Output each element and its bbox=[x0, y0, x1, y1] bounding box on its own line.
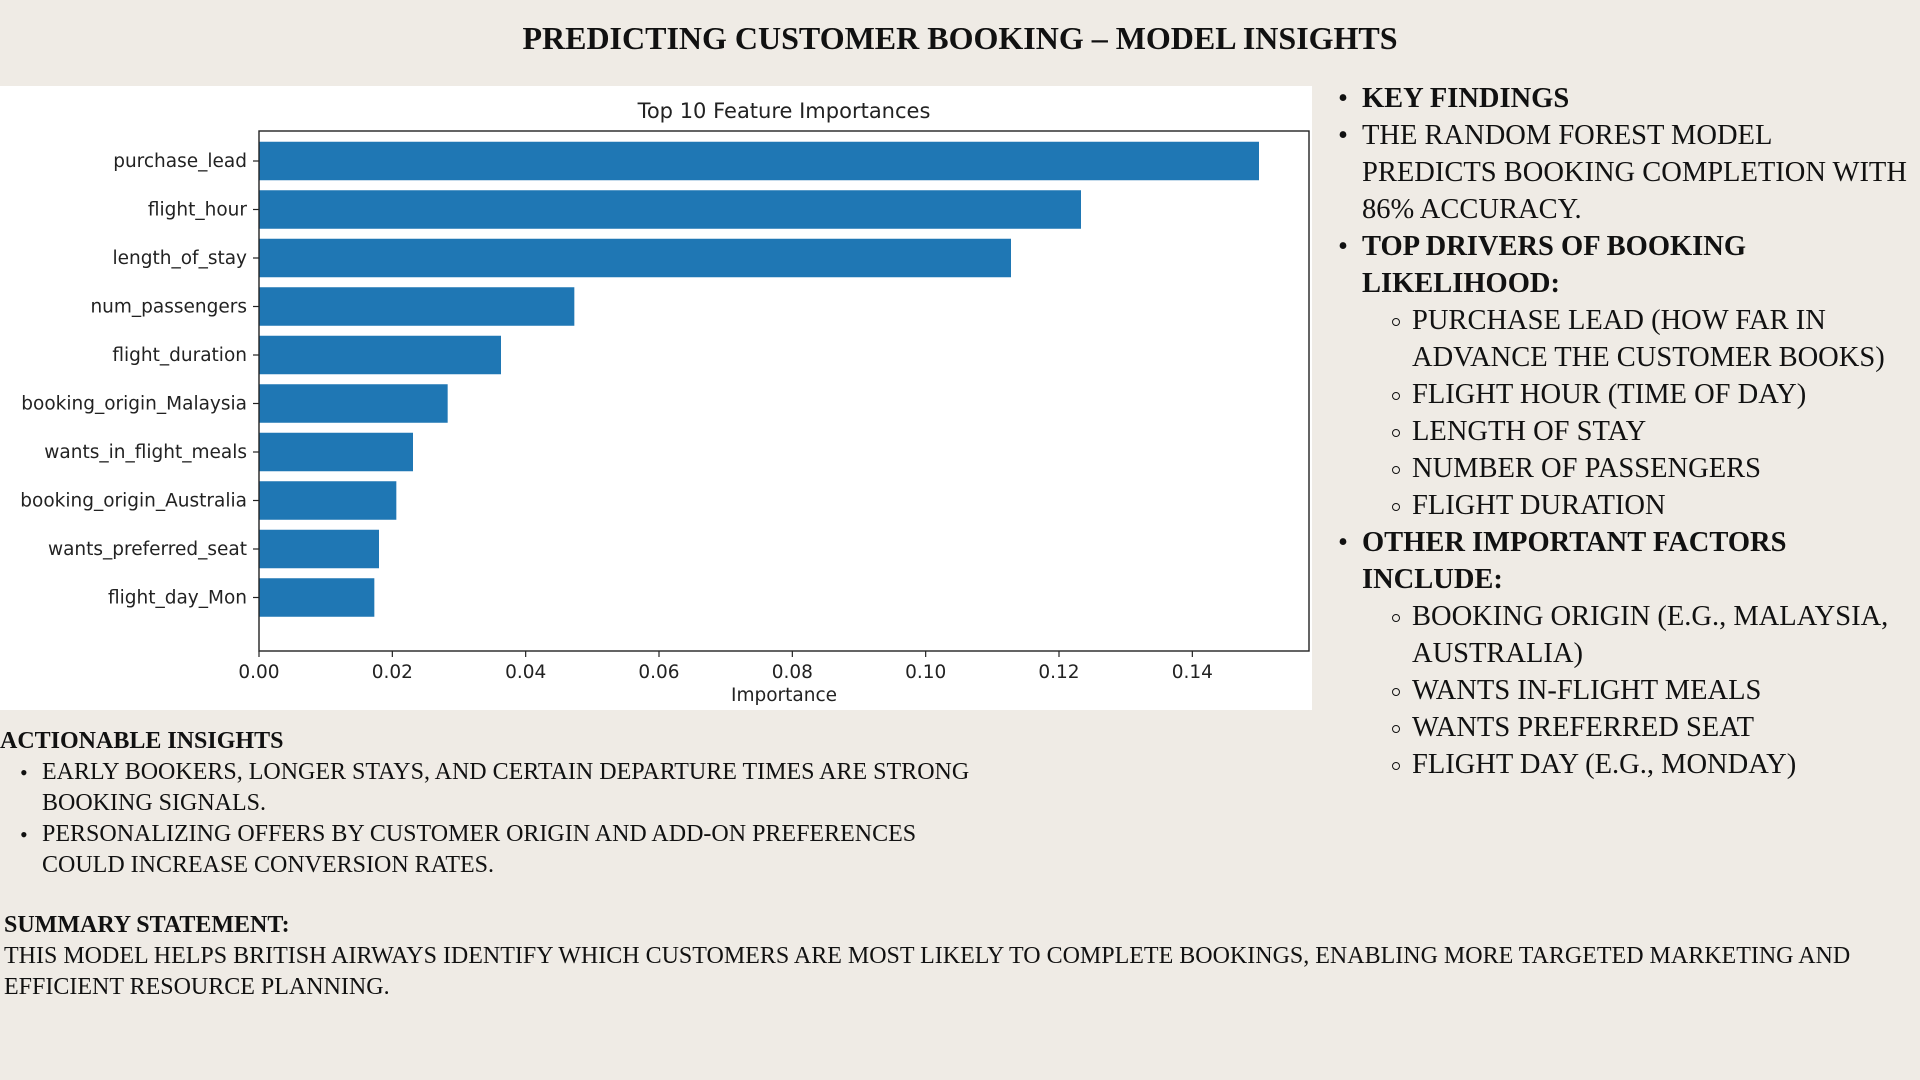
y-tick-label: wants_in_flight_meals bbox=[44, 442, 247, 463]
x-tick-label: 0.04 bbox=[505, 662, 546, 683]
x-tick-label: 0.10 bbox=[905, 662, 946, 683]
y-tick-label: flight_duration bbox=[112, 345, 247, 366]
actionable-insight-item: EARLY BOOKERS, LONGER STAYS, AND CERTAIN… bbox=[0, 757, 1000, 819]
key-finding-item: THE RANDOM FOREST MODEL PREDICTS BOOKING… bbox=[1330, 117, 1910, 228]
feature-importance-chart: Top 10 Feature Importances purchase_lead… bbox=[0, 86, 1312, 710]
key-finding-subitem: BOOKING ORIGIN (E.G., MALAYSIA, AUSTRALI… bbox=[1330, 598, 1910, 672]
x-tick-label: 0.00 bbox=[238, 662, 279, 683]
actionable-insight-item: PERSONALIZING OFFERS BY CUSTOMER ORIGIN … bbox=[0, 819, 1000, 881]
y-tick-label: purchase_lead bbox=[113, 151, 247, 172]
plot-frame bbox=[258, 130, 1310, 652]
bar-flight-day-mon bbox=[259, 578, 375, 617]
key-finding-subitem: PURCHASE LEAD (HOW FAR IN ADVANCE THE CU… bbox=[1330, 302, 1910, 376]
y-tick-label: booking_origin_Malaysia bbox=[21, 394, 247, 415]
key-finding-subitem: LENGTH OF STAY bbox=[1330, 413, 1910, 450]
bar-wants-preferred-seat bbox=[259, 529, 379, 569]
x-tick-label: 0.06 bbox=[638, 662, 679, 683]
bar-flight-hour bbox=[259, 190, 1081, 229]
actionable-insights-heading: ACTIONABLE INSIGHTS bbox=[0, 728, 284, 754]
actionable-insights: ACTIONABLE INSIGHTS EARLY BOOKERS, LONGE… bbox=[0, 726, 1000, 881]
key-findings-panel: KEY FINDINGS THE RANDOM FOREST MODEL PRED… bbox=[1330, 80, 1910, 783]
key-finding-text: TOP DRIVERS OF BOOKING LIKELIHOOD: bbox=[1362, 231, 1747, 299]
bar-booking-origin-malaysia bbox=[259, 384, 448, 423]
actionable-insights-list: EARLY BOOKERS, LONGER STAYS, AND CERTAIN… bbox=[0, 757, 1000, 881]
x-tick-label: 0.12 bbox=[1038, 662, 1079, 683]
key-finding-item: OTHER IMPORTANT FACTORS INCLUDE:BOOKING … bbox=[1330, 524, 1910, 783]
key-findings-list: KEY FINDINGS THE RANDOM FOREST MODEL PRED… bbox=[1330, 80, 1910, 783]
chart-svg: Top 10 Feature Importances purchase_lead… bbox=[20, 99, 1310, 706]
key-finding-text: THE RANDOM FOREST MODEL PREDICTS BOOKING… bbox=[1362, 120, 1907, 225]
key-finding-sublist: PURCHASE LEAD (HOW FAR IN ADVANCE THE CU… bbox=[1362, 302, 1910, 524]
bar-purchase-lead bbox=[259, 141, 1259, 181]
slide-title: PREDICTING CUSTOMER BOOKING – MODEL INSI… bbox=[522, 20, 1398, 56]
bar-num-passengers bbox=[259, 287, 575, 326]
summary-text: THIS MODEL HELPS BRITISH AIRWAYS IDENTIF… bbox=[4, 943, 1851, 1000]
key-finding-item: TOP DRIVERS OF BOOKING LIKELIHOOD:PURCHA… bbox=[1330, 228, 1910, 524]
key-finding-sublist: BOOKING ORIGIN (E.G., MALAYSIA, AUSTRALI… bbox=[1362, 598, 1910, 783]
chart-title: Top 10 Feature Importances bbox=[637, 99, 931, 123]
y-tick-label: booking_origin_Australia bbox=[20, 491, 247, 512]
key-finding-subitem: WANTS PREFERRED SEAT bbox=[1330, 709, 1910, 746]
x-tick-label: 0.14 bbox=[1172, 662, 1213, 683]
key-finding-text: OTHER IMPORTANT FACTORS INCLUDE: bbox=[1362, 527, 1787, 595]
key-finding-subitem: NUMBER OF PASSENGERS bbox=[1330, 450, 1910, 487]
key-finding-item: KEY FINDINGS bbox=[1330, 80, 1910, 117]
y-tick-label: wants_preferred_seat bbox=[48, 539, 247, 560]
bar-booking-origin-australia bbox=[259, 481, 397, 520]
summary-statement: SUMMARY STATEMENT: THIS MODEL HELPS BRIT… bbox=[4, 910, 1904, 1003]
x-tick-label: 0.08 bbox=[772, 662, 813, 683]
x-tick-label: 0.02 bbox=[372, 662, 413, 683]
key-finding-subitem: FLIGHT DURATION bbox=[1330, 487, 1910, 524]
bar-wants-in-flight-meals bbox=[259, 432, 413, 472]
x-axis-label: Importance bbox=[731, 685, 837, 706]
y-tick-label: num_passengers bbox=[90, 297, 247, 318]
y-tick-label: length_of_stay bbox=[113, 248, 248, 269]
bar-flight-duration bbox=[259, 335, 501, 375]
key-finding-subitem: FLIGHT DAY (E.G., MONDAY) bbox=[1330, 746, 1910, 783]
bar-length-of-stay bbox=[259, 238, 1011, 278]
key-finding-subitem: WANTS IN-FLIGHT MEALS bbox=[1330, 672, 1910, 709]
y-tick-label: flight_day_Mon bbox=[108, 588, 247, 609]
summary-heading: SUMMARY STATEMENT: bbox=[4, 912, 290, 938]
key-finding-subitem: FLIGHT HOUR (TIME OF DAY) bbox=[1330, 376, 1910, 413]
y-tick-label: flight_hour bbox=[148, 200, 248, 221]
key-finding-text: KEY FINDINGS bbox=[1362, 83, 1570, 114]
